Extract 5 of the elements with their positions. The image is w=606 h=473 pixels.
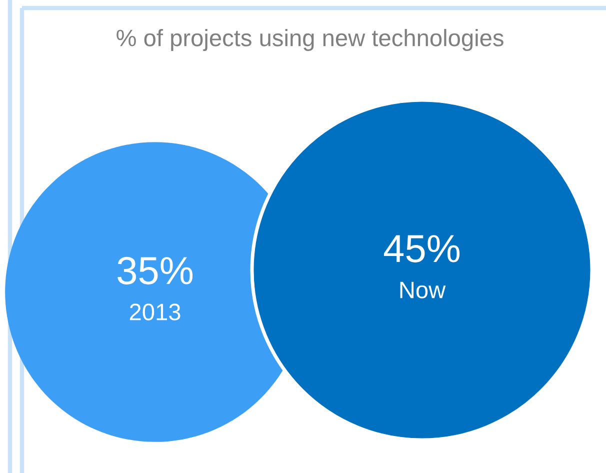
data-label: 35% [118,256,193,284]
category-label: Now [400,282,446,298]
category-label: 2013 [130,304,180,320]
text: % of projects using new technologies [116,28,504,52]
data-label: 45% [384,235,460,262]
